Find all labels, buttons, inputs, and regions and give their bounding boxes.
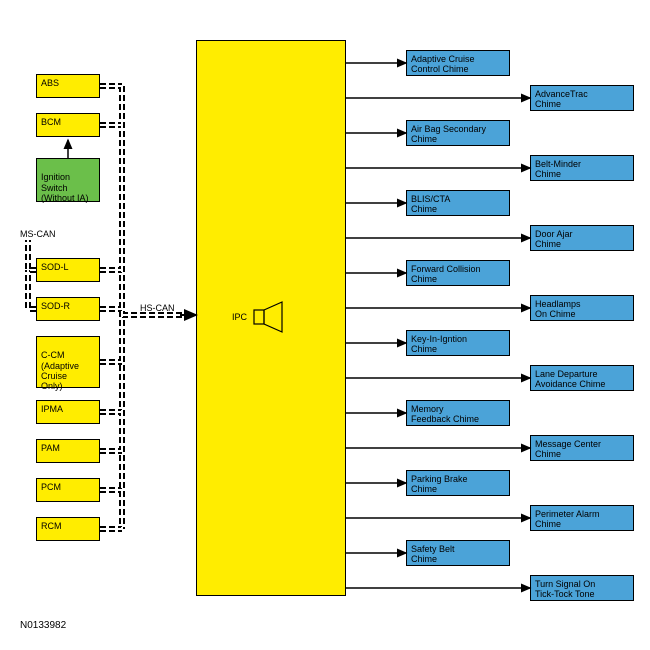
output-adaptive-cruise: Adaptive Cruise Control Chime <box>406 50 510 76</box>
module-pam: PAM <box>36 439 100 463</box>
module-ccm: C-CM (Adaptive Cruise Only) <box>36 336 100 388</box>
module-ipma: IPMA <box>36 400 100 424</box>
output-perimeter-alarm: Perimeter Alarm Chime <box>530 505 634 531</box>
output-door-ajar: Door Ajar Chime <box>530 225 634 251</box>
module-bcm: BCM <box>36 113 100 137</box>
output-memory-feedback: Memory Feedback Chime <box>406 400 510 426</box>
output-lane-departure: Lane Departure Avoidance Chime <box>530 365 634 391</box>
reference-number: N0133982 <box>20 620 66 631</box>
output-forward-collision: Forward Collision Chime <box>406 260 510 286</box>
module-label: SOD-R <box>41 301 70 311</box>
output-advancetrac: AdvanceTrac Chime <box>530 85 634 111</box>
module-sodr: SOD-R <box>36 297 100 321</box>
module-label: ABS <box>41 78 59 88</box>
module-pcm: PCM <box>36 478 100 502</box>
output-key-in-ignition: Key-In-Igntion Chime <box>406 330 510 356</box>
output-belt-minder: Belt-Minder Chime <box>530 155 634 181</box>
output-turn-signal: Turn Signal On Tick-Tock Tone <box>530 575 634 601</box>
module-label: SOD-L <box>41 262 69 272</box>
module-label: RCM <box>41 521 62 531</box>
module-sodl: SOD-L <box>36 258 100 282</box>
module-label: Ignition Switch (Without IA) <box>41 172 89 203</box>
output-airbag: Air Bag Secondary Chime <box>406 120 510 146</box>
module-label: C-CM (Adaptive Cruise Only) <box>41 350 79 391</box>
module-label: BCM <box>41 117 61 127</box>
ipc-label: IPC <box>232 312 247 322</box>
hscan-label: HS-CAN <box>140 303 175 313</box>
module-abs: ABS <box>36 74 100 98</box>
output-parking-brake: Parking Brake Chime <box>406 470 510 496</box>
output-message-center: Message Center Chime <box>530 435 634 461</box>
module-rcm: RCM <box>36 517 100 541</box>
module-ignition-switch: Ignition Switch (Without IA) <box>36 158 100 202</box>
speaker-icon <box>252 300 292 334</box>
module-label: PAM <box>41 443 60 453</box>
output-safety-belt: Safety Belt Chime <box>406 540 510 566</box>
output-blis: BLIS/CTA Chime <box>406 190 510 216</box>
mscan-label: MS-CAN <box>20 229 56 239</box>
module-label: IPMA <box>41 404 63 414</box>
output-headlamps: Headlamps On Chime <box>530 295 634 321</box>
module-label: PCM <box>41 482 61 492</box>
